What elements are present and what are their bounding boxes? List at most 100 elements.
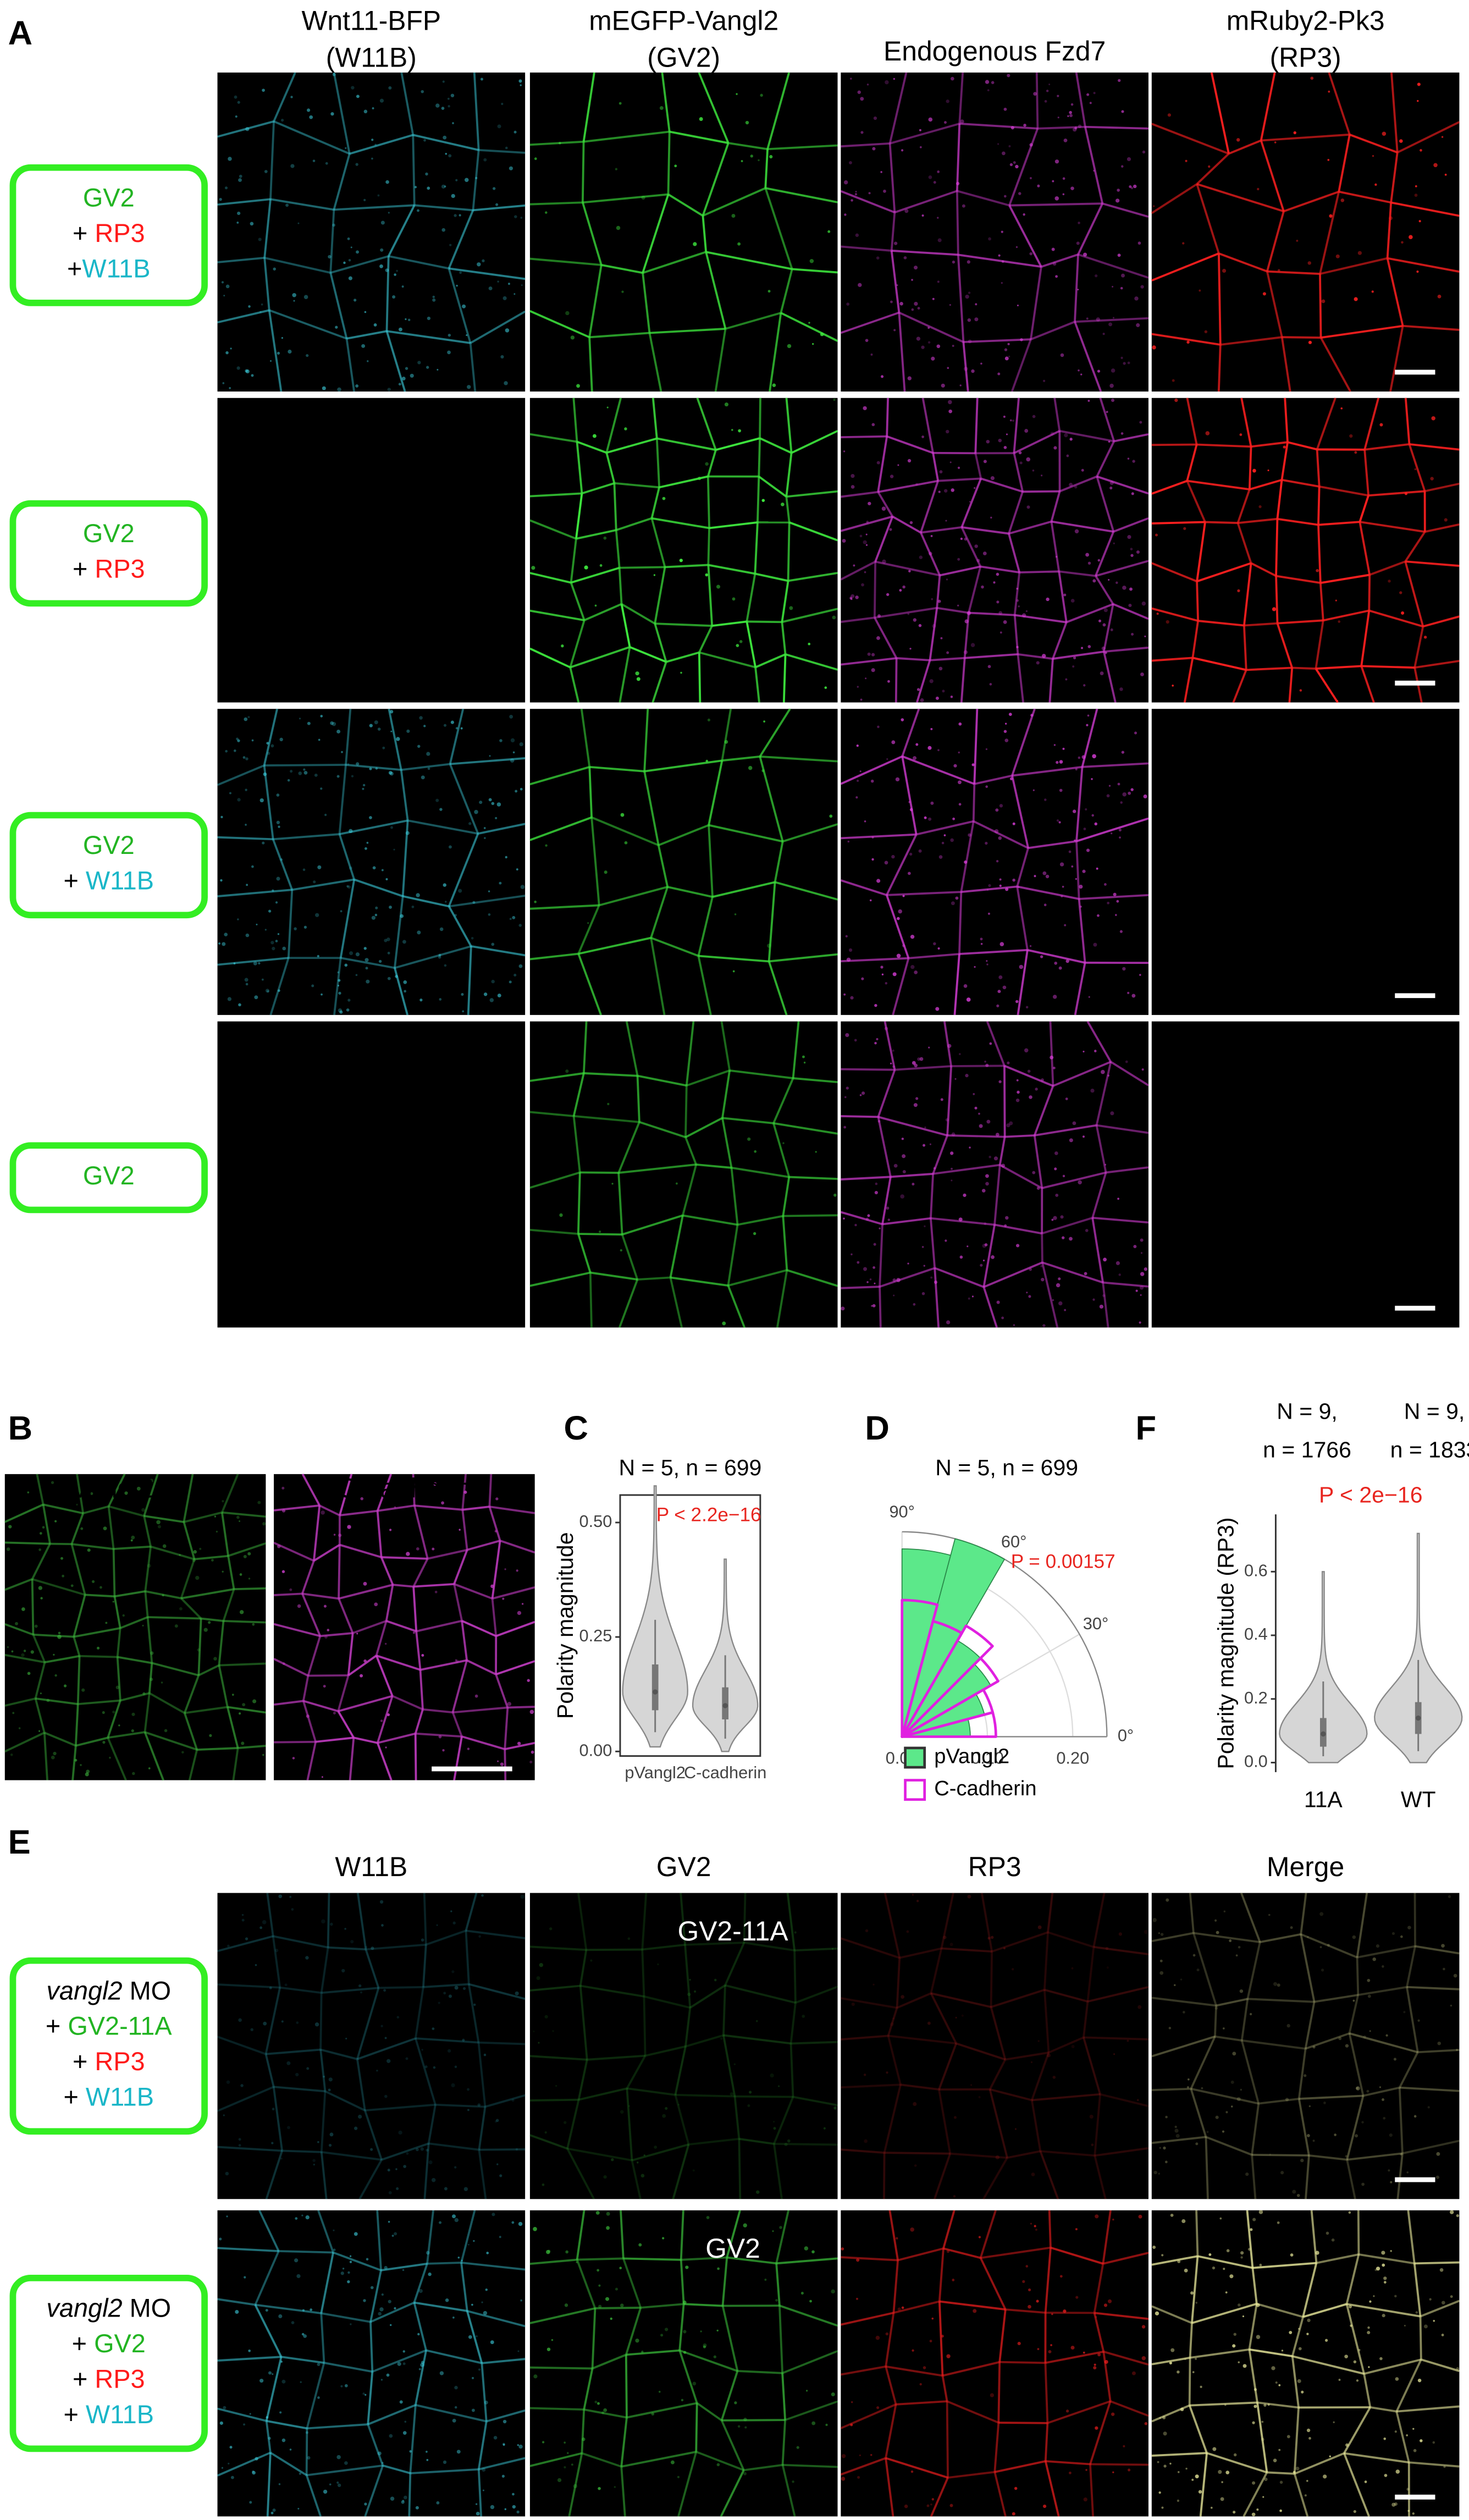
cell-edge bbox=[217, 2146, 283, 2152]
speckle bbox=[1186, 2086, 1190, 2089]
speckle bbox=[485, 2288, 488, 2291]
speckle bbox=[417, 930, 421, 935]
speckle bbox=[960, 119, 964, 124]
speckle bbox=[418, 2368, 421, 2370]
speckle bbox=[124, 1491, 128, 1495]
speckle bbox=[1107, 1074, 1109, 1077]
cell-edge bbox=[946, 2401, 949, 2478]
speckle bbox=[767, 290, 771, 293]
cell-edge bbox=[886, 891, 962, 896]
speckle bbox=[824, 686, 827, 689]
speckle bbox=[984, 1060, 986, 1063]
speckle bbox=[348, 276, 352, 280]
speckle bbox=[909, 852, 913, 856]
speckle bbox=[1080, 373, 1083, 376]
cell-edge bbox=[1011, 708, 1036, 776]
condition-text: RP3 bbox=[95, 219, 145, 247]
speckle bbox=[408, 318, 411, 321]
cell-edge bbox=[302, 1592, 339, 1600]
image-background bbox=[529, 398, 838, 703]
cell-edge bbox=[415, 2037, 479, 2044]
speckle bbox=[1028, 2288, 1031, 2292]
speckle bbox=[1040, 1265, 1043, 1267]
speckle bbox=[1160, 1933, 1164, 1936]
speckle bbox=[1024, 429, 1029, 433]
speckle bbox=[1399, 591, 1402, 594]
speckle bbox=[987, 912, 990, 915]
speckle bbox=[371, 139, 374, 141]
speckle bbox=[406, 1552, 410, 1556]
speckle bbox=[1115, 914, 1117, 916]
cell-edge bbox=[426, 2349, 482, 2364]
cell-edge bbox=[720, 1021, 731, 1071]
speckle bbox=[1102, 1294, 1106, 1297]
cell-edge bbox=[711, 620, 747, 627]
speckle bbox=[1157, 2461, 1159, 2463]
cell-edge bbox=[1099, 398, 1115, 442]
cell-edge bbox=[347, 1633, 354, 1676]
cell-edge bbox=[725, 1984, 796, 2004]
speckle bbox=[246, 884, 248, 886]
speckle bbox=[775, 2299, 778, 2302]
speckle bbox=[921, 214, 924, 217]
cell-edge bbox=[908, 953, 960, 960]
speckle bbox=[261, 303, 263, 306]
cell-edge bbox=[1100, 2093, 1149, 2108]
cell-edge bbox=[1246, 2210, 1254, 2268]
speckle bbox=[970, 2084, 973, 2086]
speckle bbox=[933, 942, 936, 946]
speckle bbox=[157, 1525, 161, 1529]
speckle bbox=[1166, 620, 1169, 624]
speckle bbox=[871, 1305, 873, 1307]
speckle bbox=[463, 1490, 467, 1494]
speckle bbox=[1069, 2471, 1072, 2474]
speckle bbox=[1439, 2268, 1444, 2272]
speckle bbox=[1113, 2053, 1115, 2055]
speckle bbox=[1022, 2280, 1025, 2284]
speckle bbox=[315, 913, 319, 917]
cell-edge bbox=[32, 1578, 86, 1596]
speckle bbox=[872, 1266, 876, 1269]
cell-edge bbox=[76, 1656, 81, 1705]
cell-edge bbox=[217, 1983, 280, 1989]
speckle bbox=[1083, 684, 1086, 687]
speckle bbox=[255, 2457, 258, 2461]
speckle bbox=[985, 1063, 989, 1067]
speckle bbox=[1108, 785, 1111, 787]
speckle bbox=[406, 729, 410, 733]
speckle bbox=[245, 1937, 248, 1940]
speckle bbox=[363, 1659, 367, 1663]
cell-edge bbox=[990, 2088, 1032, 2102]
speckle bbox=[855, 2297, 858, 2300]
cell-edge bbox=[888, 143, 896, 213]
cell-edge bbox=[320, 1947, 329, 1993]
cell-edge bbox=[772, 2143, 783, 2199]
speckle bbox=[1183, 2011, 1185, 2014]
speckle bbox=[51, 1481, 54, 1484]
cell-edge bbox=[461, 1509, 468, 1550]
speckle bbox=[427, 186, 430, 190]
speckle bbox=[1237, 589, 1240, 593]
speckle bbox=[289, 1588, 292, 1591]
speckle bbox=[975, 303, 978, 306]
cell-edge bbox=[678, 2304, 685, 2351]
speckle bbox=[323, 1604, 327, 1608]
speckle bbox=[564, 2466, 566, 2469]
speckle bbox=[851, 2002, 855, 2006]
micrograph bbox=[1151, 398, 1460, 703]
speckle bbox=[442, 1749, 445, 1752]
condition-line: + RP3 bbox=[73, 555, 145, 583]
speckle bbox=[289, 2449, 292, 2451]
speckle bbox=[459, 1529, 461, 1531]
cell-edge bbox=[1404, 561, 1424, 627]
cell-edge bbox=[345, 338, 355, 392]
speckle bbox=[1052, 1066, 1056, 1069]
speckle bbox=[864, 820, 866, 823]
cell-edge bbox=[412, 135, 416, 206]
speckle bbox=[1104, 883, 1107, 886]
speckle bbox=[387, 388, 391, 391]
speckle bbox=[426, 366, 429, 369]
cell-edge bbox=[73, 1594, 86, 1637]
speckle bbox=[1069, 482, 1073, 487]
speckle bbox=[323, 2075, 325, 2078]
